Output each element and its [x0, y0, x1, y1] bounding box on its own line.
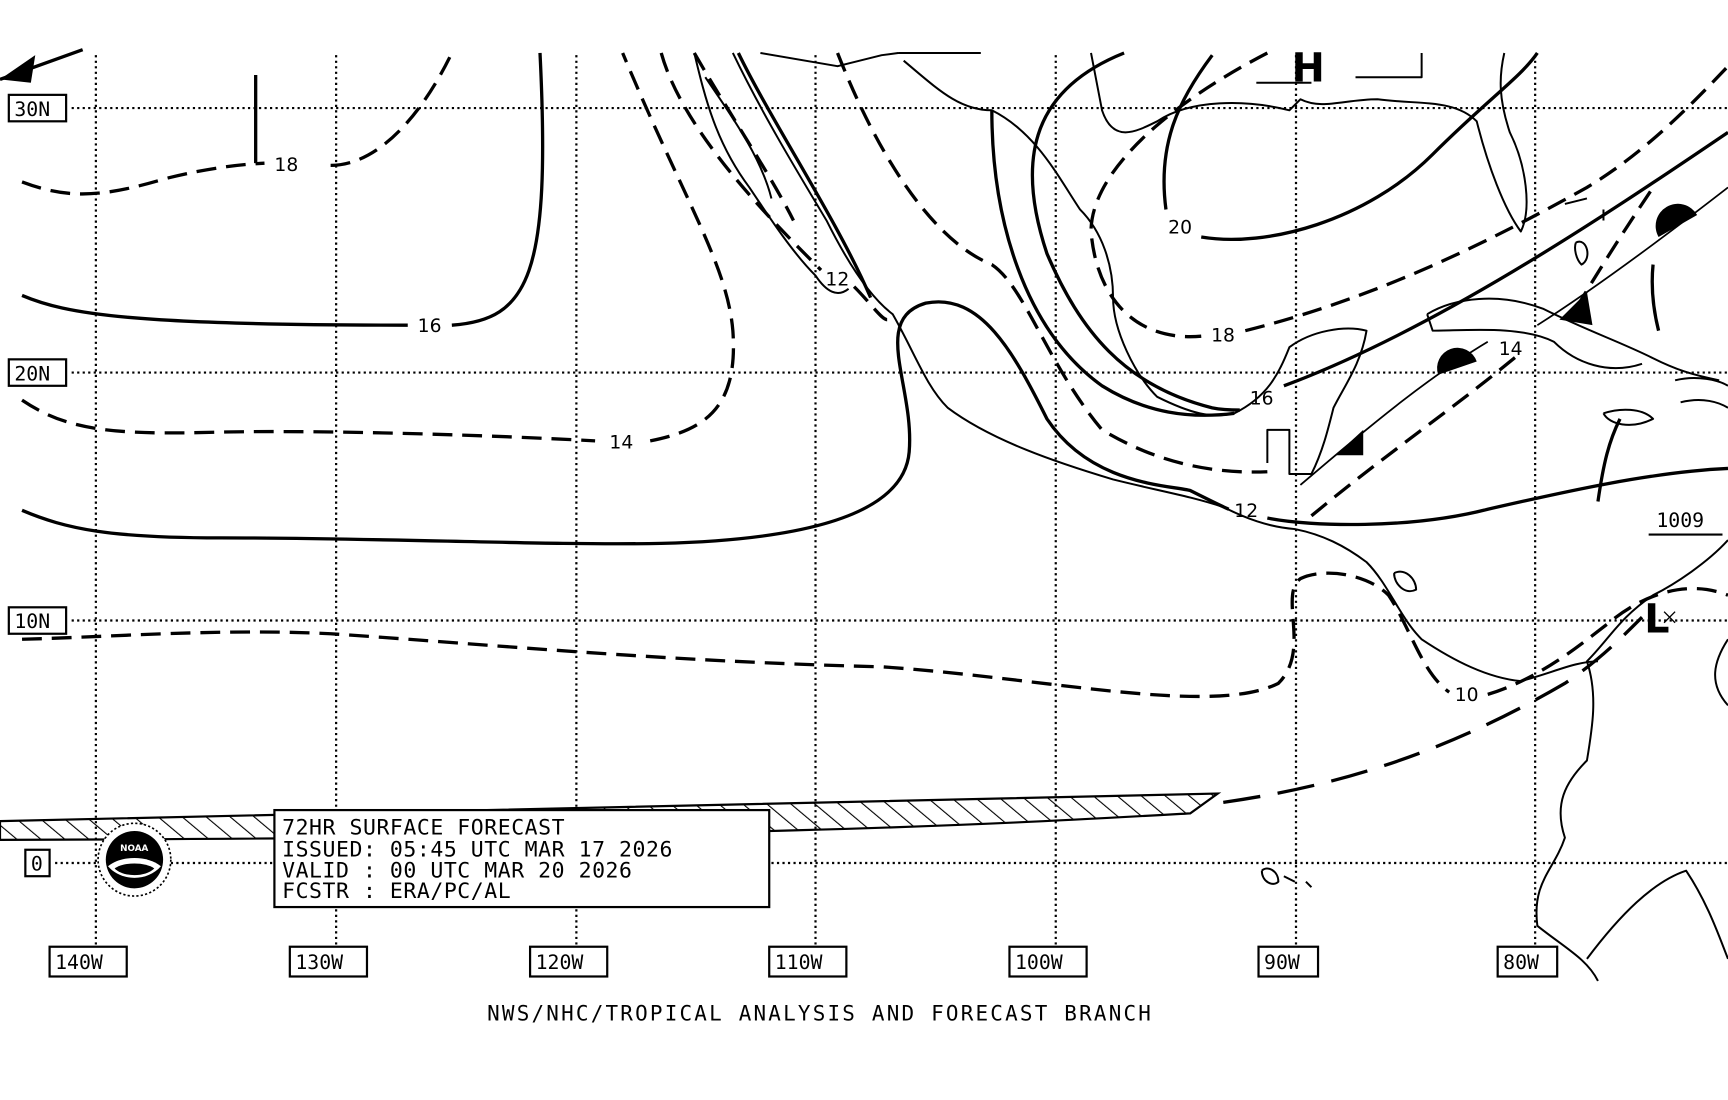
isobar-pacific-16: [21, 293, 408, 327]
isobar-label: 14: [609, 433, 633, 454]
low-pressure-center: L: [1644, 597, 1669, 643]
isobar-mexico-12: [659, 52, 823, 272]
low-pressure-value: 1009: [1656, 509, 1704, 532]
isobar-label: 18: [1211, 326, 1235, 347]
isobar-label: 16: [1250, 389, 1274, 410]
longitude-labels: 140W 130W 120W 110W 100W 90W 80W: [48, 945, 1559, 978]
noaa-logo-text: NOAA: [120, 844, 148, 854]
forecast-title: 72HR SURFACE FORECAST: [282, 815, 565, 840]
high-pressure-center: H: [1292, 46, 1325, 92]
isobar-label: 14: [1499, 339, 1523, 360]
isobar-label: 12: [1234, 501, 1258, 522]
low-center-x-icon: [1663, 611, 1676, 624]
lat-label: 20N: [14, 362, 50, 385]
coastlines: [693, 51, 1728, 982]
trough-dashed: [1310, 351, 1522, 518]
isobar-gulf-20: [1162, 54, 1214, 210]
isobar-gulf-16: [1283, 130, 1728, 388]
isobar-label: 18: [274, 155, 298, 176]
lat-label: 30N: [14, 98, 50, 121]
isobar-label: 12: [825, 270, 849, 291]
isobars: [0, 48, 1728, 805]
lon-label: 140W: [55, 951, 103, 974]
valid-time: VALID : 00 UTC MAR 20 2026: [282, 858, 632, 883]
lon-label: 90W: [1264, 951, 1300, 974]
isobar-pacific-14: [21, 398, 596, 443]
isobar-label: 20: [1168, 218, 1192, 239]
lon-label: 130W: [295, 951, 343, 974]
issued-time: ISSUED: 05:45 UTC MAR 17 2026: [282, 837, 673, 862]
forecasters: FCSTR : ERA/PC/AL: [282, 879, 511, 904]
lon-label: 100W: [1015, 951, 1063, 974]
tropical-trough: [1223, 616, 1644, 805]
lon-label: 80W: [1503, 951, 1539, 974]
latitude-labels: 30N 20N 10N 0: [7, 93, 68, 878]
forecast-info-box: 72HR SURFACE FORECAST ISSUED: 05:45 UTC …: [273, 808, 771, 909]
lat-label: 10N: [14, 610, 50, 633]
footer-credit: NWS/NHC/TROPICAL ANALYSIS AND FORECAST B…: [487, 1002, 1153, 1026]
isobar-label: 16: [418, 316, 442, 337]
isobar-pacific-10: [21, 571, 1451, 699]
isobar-labels: 18 16 14 12 20 18 16 14 12 10: [274, 155, 1522, 706]
isobar-pacific-18: [21, 161, 265, 196]
isobar-gulf-18: [1089, 51, 1269, 339]
wind-arrow-icon: [0, 55, 36, 83]
lat-label: 0: [31, 853, 43, 876]
lon-label: 120W: [536, 951, 584, 974]
noaa-logo: NOAA: [97, 822, 172, 897]
isobar-label: 10: [1455, 685, 1479, 706]
lon-label: 110W: [775, 951, 823, 974]
isobar-pacific-solid: [21, 300, 1230, 546]
